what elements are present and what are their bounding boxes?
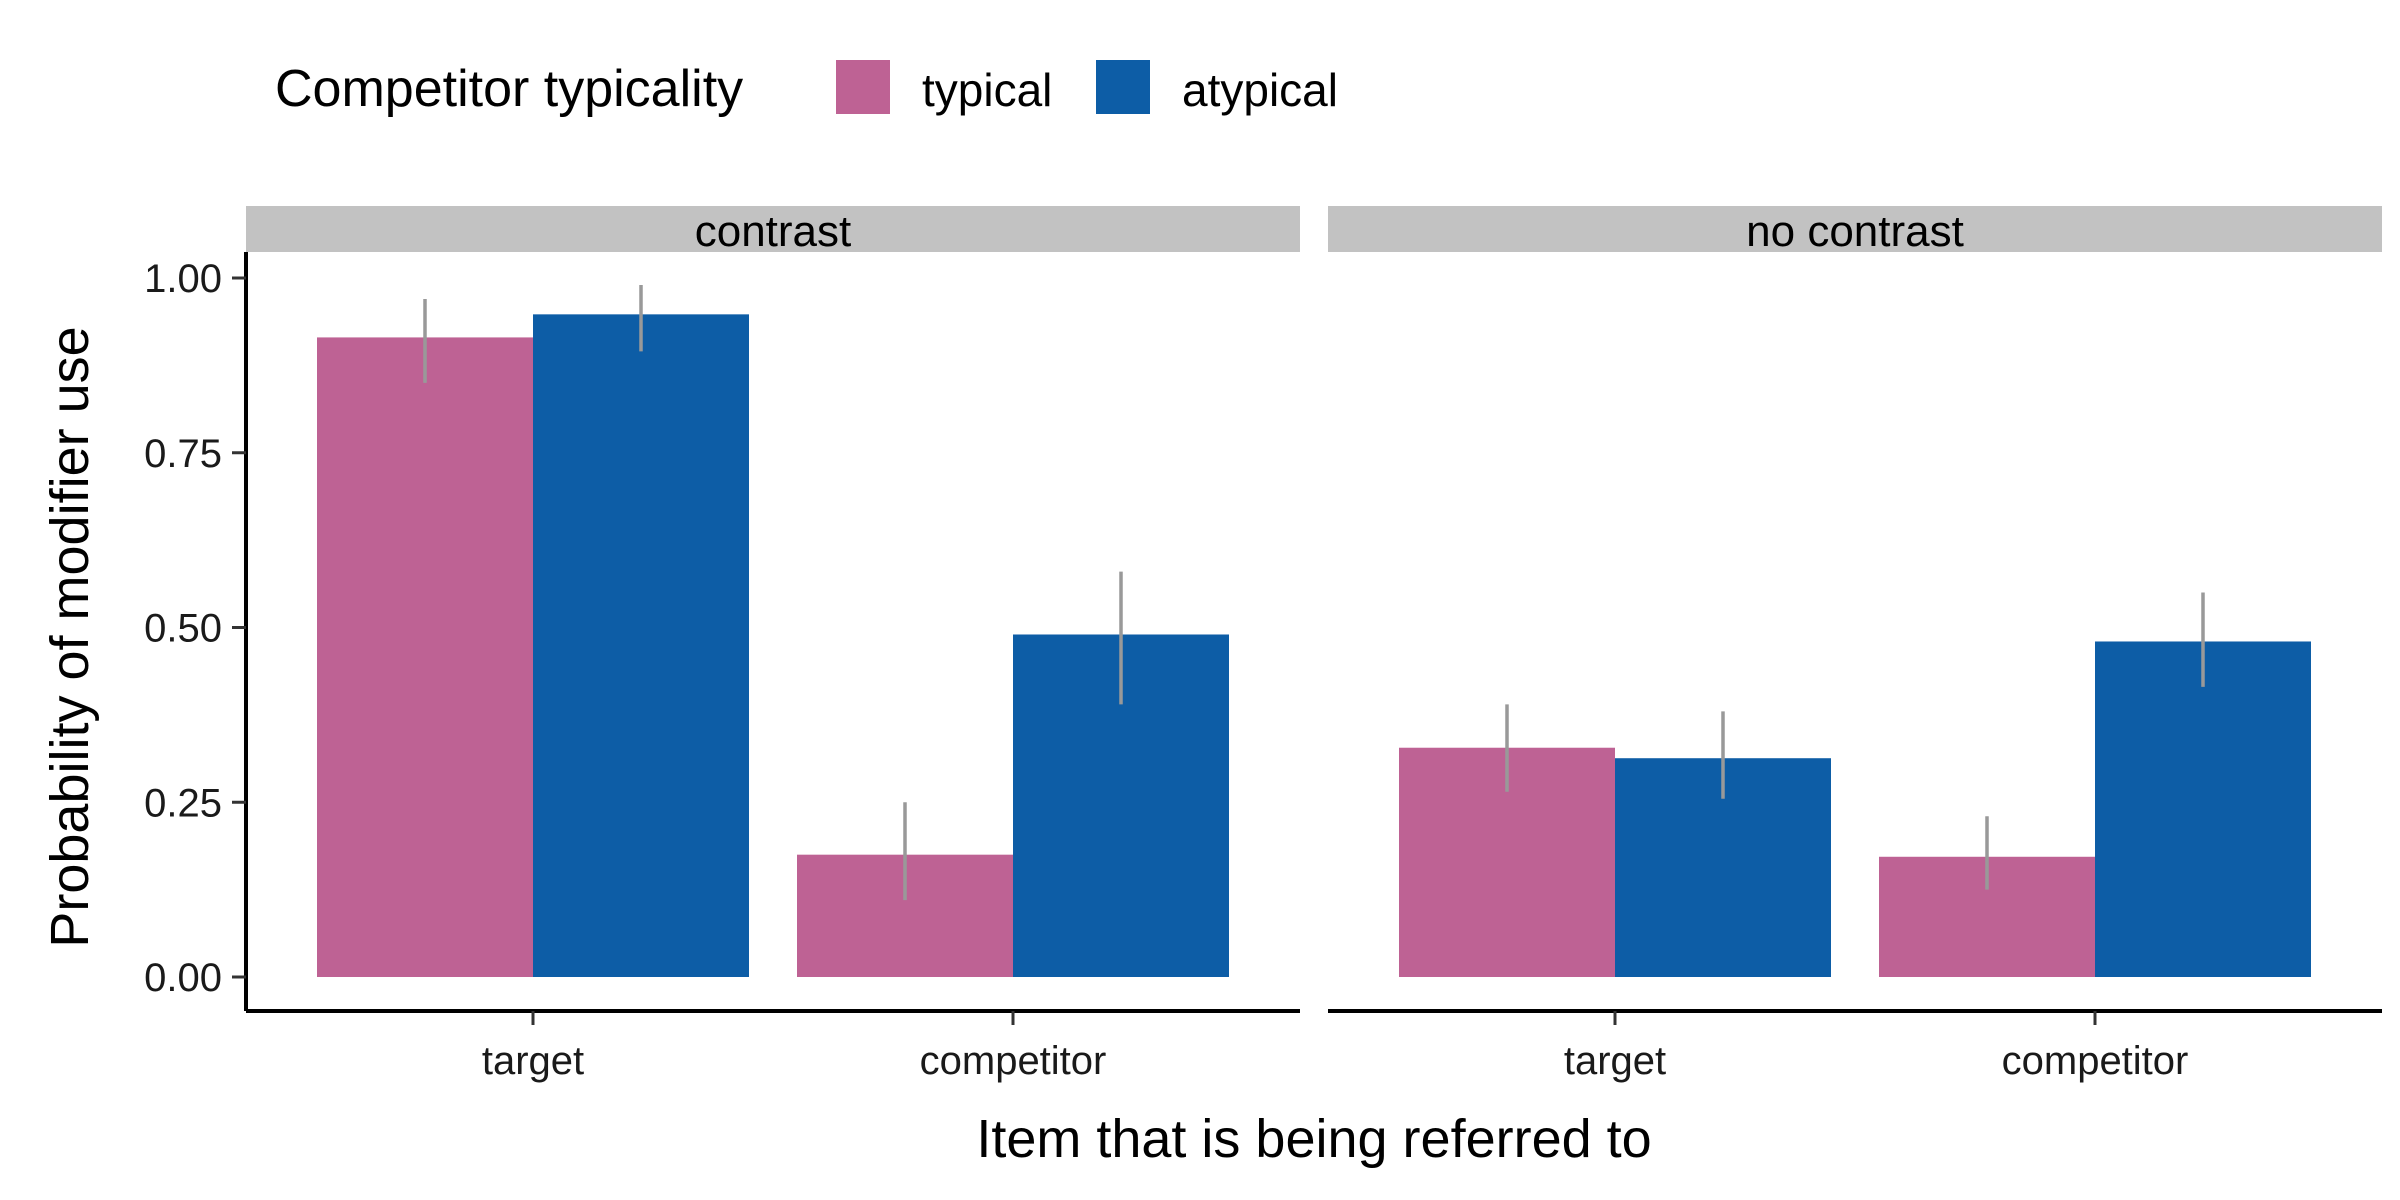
strip-label-no-contrast: no contrast <box>1746 207 1964 256</box>
y-tick-label: 1.00 <box>144 257 222 301</box>
y-tick-label: 0.50 <box>144 607 222 651</box>
axes: 0.00 0.25 0.50 0.75 1.00 target competitor targ… <box>144 252 2382 1083</box>
legend-title: Competitor typicality <box>275 60 743 118</box>
bar-atypical <box>2095 641 2311 977</box>
legend-swatch-typical <box>836 60 890 114</box>
x-tick-label: target <box>482 1039 584 1083</box>
x-tick-label: competitor <box>920 1039 1107 1083</box>
bar-atypical <box>533 314 749 977</box>
legend: Competitor typicality typical atypical <box>275 60 1338 118</box>
error-bars <box>423 284 2205 901</box>
y-axis-title: Probability of modifier use <box>40 326 100 947</box>
legend-label-typical: typical <box>922 64 1052 116</box>
strip-label-contrast: contrast <box>695 207 852 256</box>
bars <box>317 314 2311 977</box>
x-axis-title: Item that is being referred to <box>976 1109 1651 1169</box>
x-tick-label: target <box>1564 1039 1666 1083</box>
legend-swatch-atypical <box>1096 60 1150 114</box>
y-tick-label: 0.25 <box>144 781 222 825</box>
legend-label-atypical: atypical <box>1182 64 1338 116</box>
facet-strips: contrast no contrast <box>246 206 2382 256</box>
y-tick-label: 0.75 <box>144 432 222 476</box>
bar-typical <box>317 337 533 977</box>
strip-background-no-contrast <box>1328 206 2382 252</box>
x-tick-label: competitor <box>2002 1039 2189 1083</box>
y-tick-label: 0.00 <box>144 956 222 1000</box>
strip-background-contrast <box>246 206 1300 252</box>
